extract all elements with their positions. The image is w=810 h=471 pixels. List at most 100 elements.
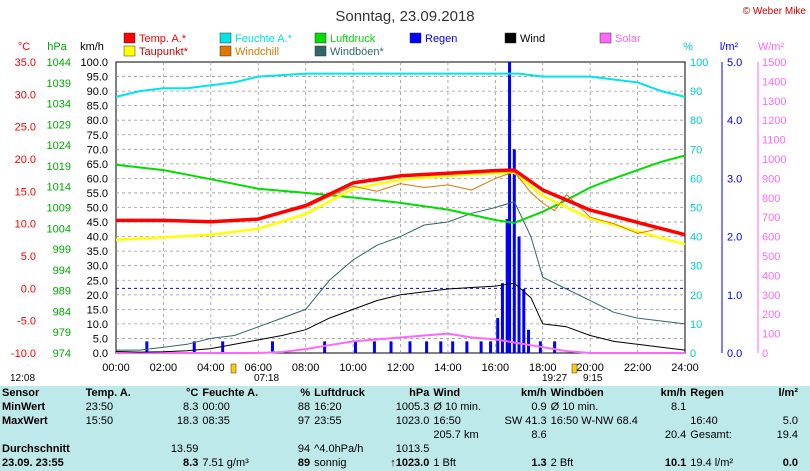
stats-cell [640, 442, 688, 456]
legend-label: Windchill [235, 46, 279, 58]
axis-tick-rain: 1.0 [727, 290, 742, 302]
axis-tick-solar: 1500 [762, 57, 786, 69]
legend-label: Luftdruck [330, 33, 376, 45]
axis-tick-solar: 200 [762, 309, 780, 321]
stats-cell: 15:50 [85, 415, 114, 427]
sun-info: 07:18 19:27 12:08 9:15 [10, 363, 603, 384]
stats-cell [200, 428, 274, 442]
axis-tick-wind: 80.0 [87, 115, 108, 127]
stats-row-label: MaxWert [2, 415, 48, 427]
axis-tick-humidity: 20 [690, 290, 702, 302]
rain-bar [527, 329, 531, 353]
axis-tick-humidity: 60 [690, 173, 702, 185]
axis-tick-solar: 400 [762, 270, 780, 282]
axis-tick-pressure: 1044 [47, 57, 71, 69]
axis-tick-rain: 2.0 [727, 232, 742, 244]
chart-legend: Temp. A.* Feuchte A.* Luftdruck Regen Wind So… [123, 32, 641, 58]
axis-tick-pressure: 979 [53, 327, 71, 339]
stats-table: Sensor Temp. A. °C Feuchte A. % Luftdruc… [0, 386, 800, 470]
stats-row-label [0, 428, 84, 442]
axis-tick-wind: 20.0 [87, 290, 108, 302]
rain-bar [451, 341, 455, 353]
x-axis-tick: 20:00 [576, 362, 604, 374]
stats-header: km/h [660, 387, 687, 399]
axis-title-pressure: hPa [47, 41, 67, 53]
rain-bar [353, 341, 357, 353]
stats-cell [200, 442, 274, 456]
axis-tick-wind: 50.0 [87, 203, 108, 215]
stats-header: Temp. A. [85, 387, 131, 399]
stats-cell: 20.4 [664, 429, 687, 441]
axis-tick-pressure: 1014 [47, 182, 71, 194]
axis-tick-wind: 90.0 [87, 86, 108, 98]
rain-bars [145, 62, 557, 353]
stats-cell: 1 Bft [433, 457, 456, 469]
legend-swatch [409, 32, 422, 44]
x-axis-tick: 22:00 [624, 362, 652, 374]
stats-cell: ↑1023.0 [390, 457, 430, 469]
legend-label: Taupunkt* [139, 46, 189, 58]
legend-swatch [123, 45, 136, 57]
stats-cell [688, 400, 751, 414]
axis-tick-temp: 0.0 [21, 283, 36, 295]
rain-bar [221, 341, 225, 353]
sun-right-time: 9:15 [583, 373, 603, 384]
rain-bar [553, 341, 557, 353]
rain-bar [489, 341, 493, 353]
stats-cell [385, 428, 431, 442]
rain-bar [323, 341, 327, 353]
stats-cell: 205.7 km [433, 429, 479, 441]
stats-cell: 16:50 W-NW 68.4 [550, 415, 638, 427]
axis-tick-solar: 600 [762, 232, 780, 244]
x-axis-tick: 16:00 [482, 362, 510, 374]
rain-bar [408, 341, 412, 353]
axis-tick-solar: 1200 [762, 115, 786, 127]
sunset-time: 19:27 [542, 373, 567, 384]
stats-cell: 00:00 [202, 401, 230, 413]
stats-body: MinWert 23:50 8.3 00:00 88 16:20 1005.3 Ø 10 mi… [0, 400, 800, 470]
stats-header: l/m² [778, 387, 798, 399]
axis-tick-wind: 65.0 [87, 159, 108, 171]
rain-bar [512, 149, 516, 353]
stats-header: km/h [520, 387, 547, 399]
stats-row: MinWert 23:50 8.3 00:00 88 16:20 1005.3 Ø 10 mi… [0, 400, 800, 414]
axis-tick-humidity: 40 [690, 232, 702, 244]
sunset-marker [571, 363, 578, 374]
axis-tick-humidity: 30 [690, 261, 702, 273]
axis-title-humidity: % [683, 41, 693, 53]
sun-left-time: 12:08 [10, 373, 35, 384]
axis-tick-wind: 30.0 [87, 261, 108, 273]
series-temp-a-line [116, 168, 686, 237]
stats-cell: 10.1 [664, 457, 687, 469]
axis-tick-solar: 900 [762, 173, 780, 185]
stats-row: 23.09. 23:55 8.3 7.51 g/m³ 89 sonnig ↑1023.0 1… [0, 456, 800, 470]
axis-tick-solar: 1400 [762, 76, 786, 88]
axis-tick-wind: 100.0 [80, 57, 108, 69]
stats-cell [549, 428, 640, 442]
axis-tick-pressure: 1024 [47, 140, 71, 152]
stats-header-row: Sensor Temp. A. °C Feuchte A. % Luftdruc… [0, 386, 800, 400]
stats-cell [752, 400, 800, 414]
stats-cell: 97 [297, 415, 311, 427]
stats-cell: 1023.0 [395, 415, 430, 427]
stats-cell [84, 442, 157, 456]
stats-cell: 8.3 [183, 401, 199, 413]
legend-swatch [599, 32, 612, 44]
axis-tick-wind: 40.0 [87, 232, 108, 244]
stats-header: hPa [409, 387, 430, 399]
stats-cell: 0.9 [531, 401, 547, 413]
x-axis-tick: 10:00 [339, 362, 367, 374]
stats-cell: 23:50 [85, 401, 114, 413]
stats-header: Sensor [2, 387, 40, 399]
stats-header: Feuchte A. [202, 387, 259, 399]
stats-cell: 94 [297, 443, 311, 455]
axis-tick-humidity: 70 [690, 144, 702, 156]
stats-cell: 19.4 [776, 429, 798, 441]
stats-cell: 8.6 [531, 429, 547, 441]
axis-tick-solar: 100 [762, 329, 780, 341]
stats-row-label: MinWert [2, 401, 46, 413]
stats-row: Durchschnitt 13.59 94 ^4.0hPa/h 1013.5 [0, 442, 800, 456]
rain-bar [465, 341, 469, 353]
axis-title-rain: l/m² [720, 41, 739, 53]
stats-header: Wind [433, 387, 461, 399]
